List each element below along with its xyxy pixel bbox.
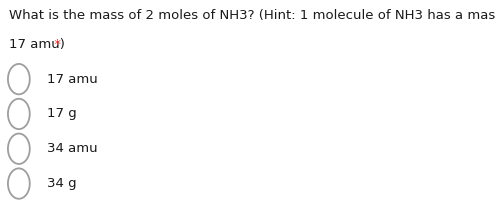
Text: 17 g: 17 g xyxy=(47,107,77,120)
Text: 34 g: 34 g xyxy=(47,177,77,190)
Text: *: * xyxy=(50,38,61,51)
Text: What is the mass of 2 moles of NH3? (Hint: 1 molecule of NH3 has a mass of: What is the mass of 2 moles of NH3? (Hin… xyxy=(9,9,496,23)
Text: 17 amu: 17 amu xyxy=(47,73,98,86)
Text: 17 amu): 17 amu) xyxy=(9,38,65,51)
Text: 34 amu: 34 amu xyxy=(47,142,98,155)
